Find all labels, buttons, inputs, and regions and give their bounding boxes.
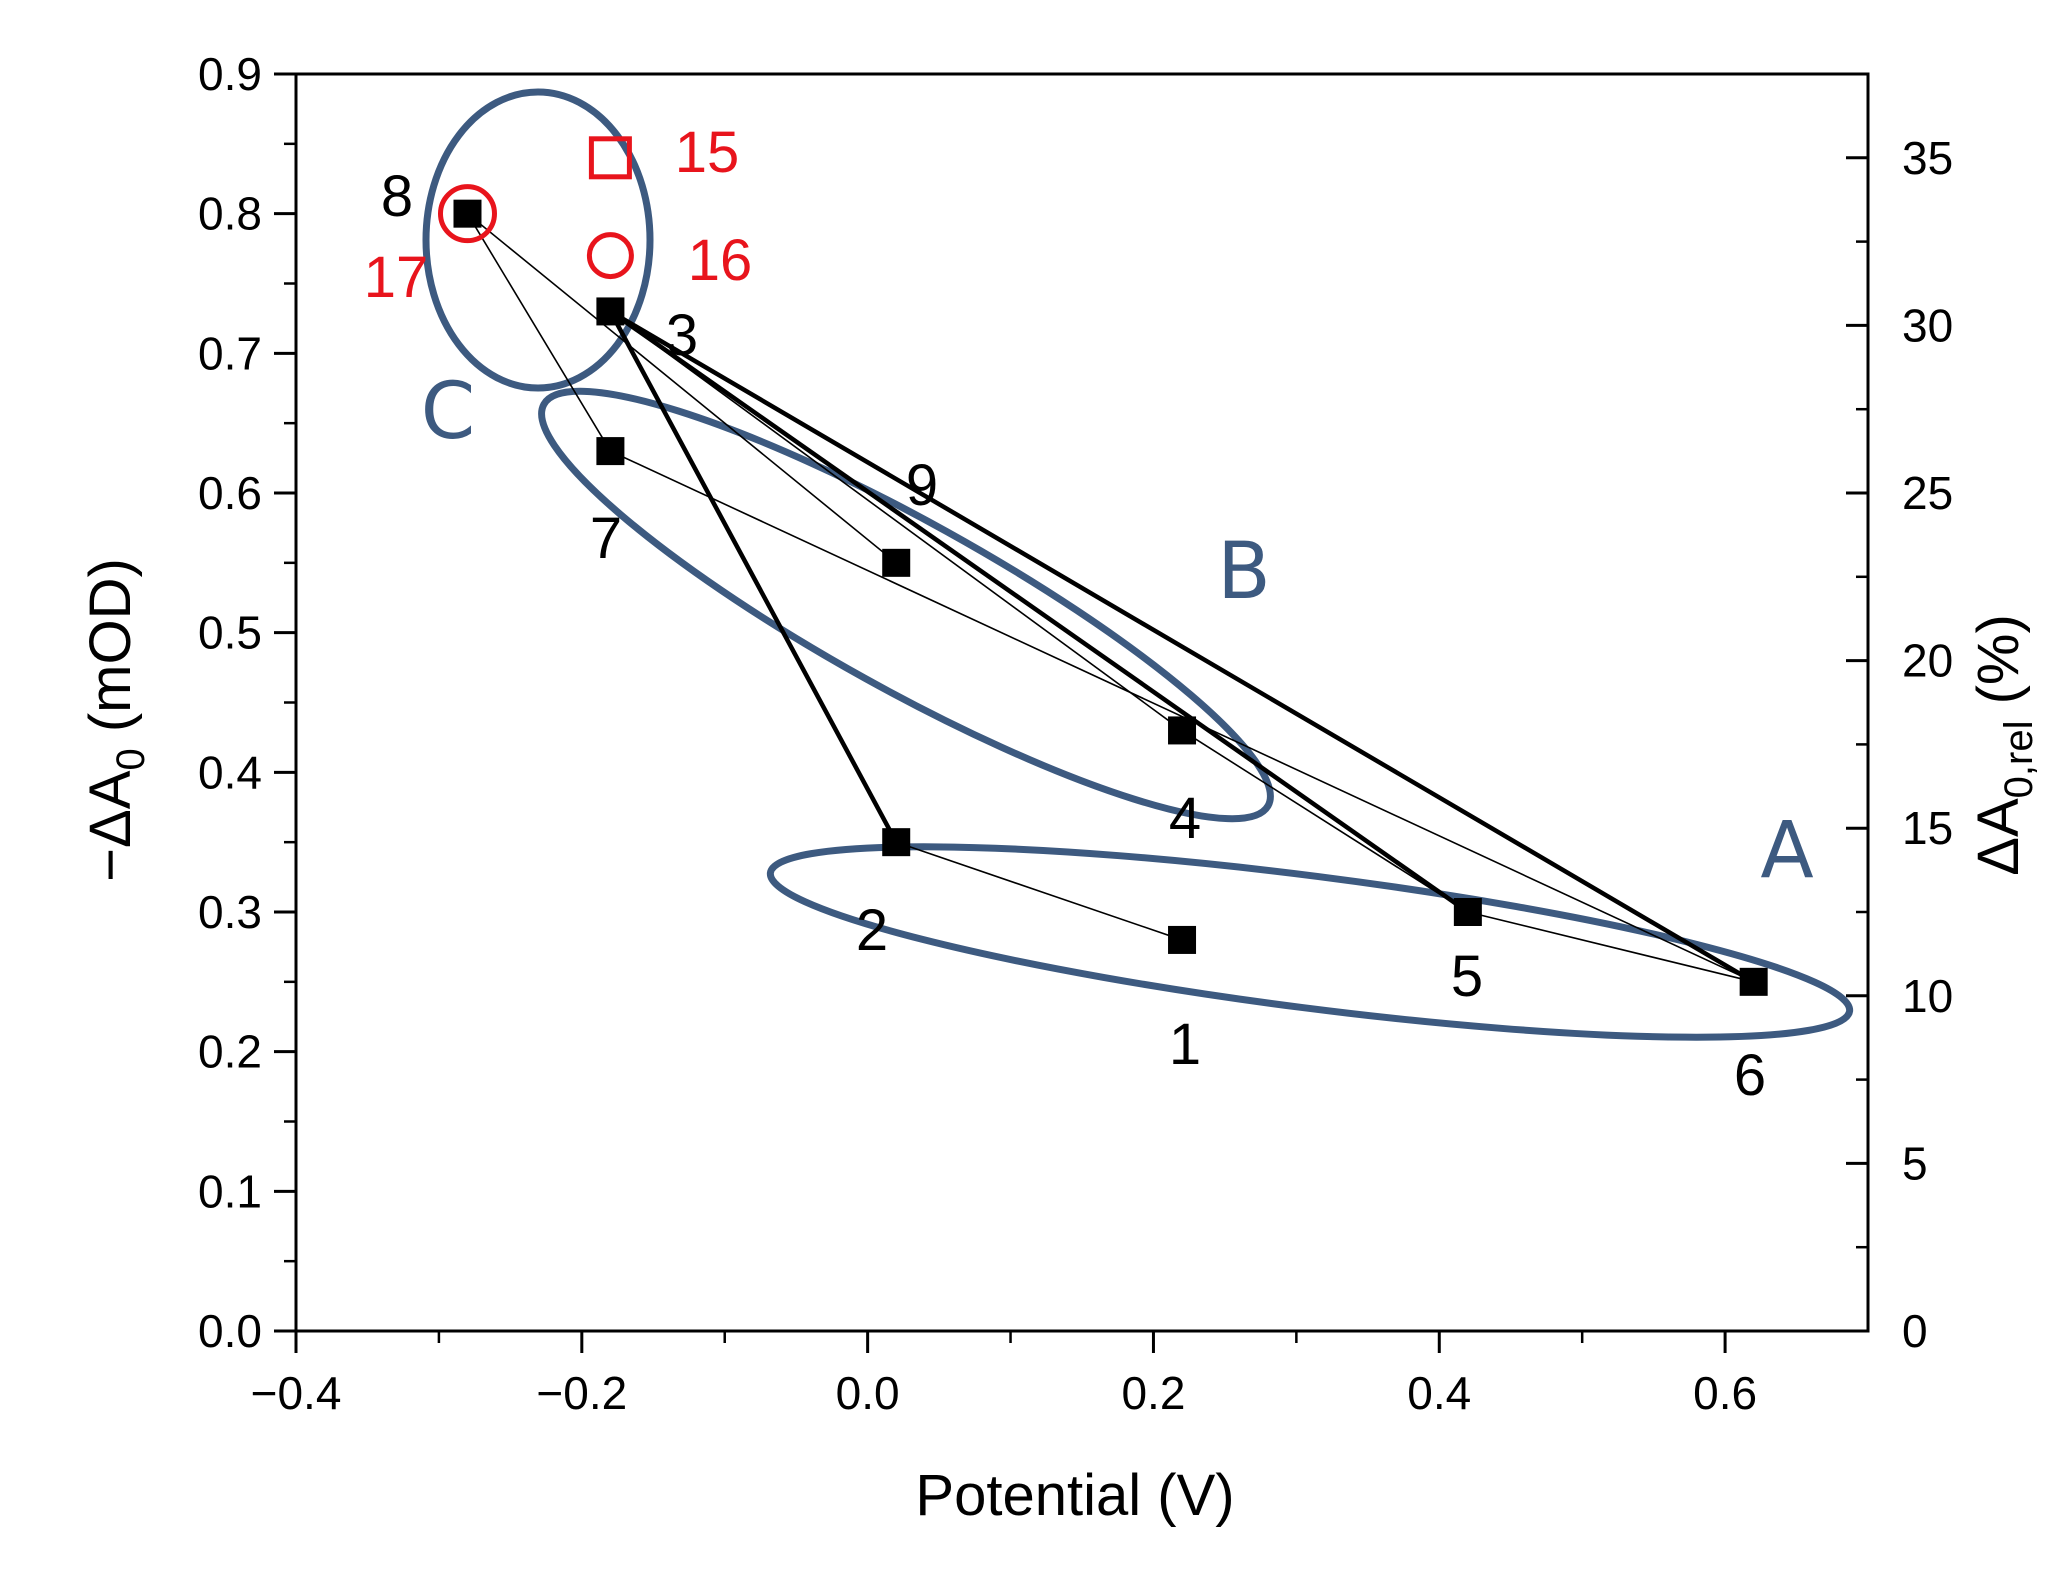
point-label-2: 2 (856, 898, 888, 963)
y-left-title-sub: 0 (109, 748, 153, 770)
data-point-8 (453, 199, 482, 228)
thick-connection-line (609, 309, 1470, 914)
connection-lines (466, 213, 1755, 984)
data-point-6 (1739, 967, 1768, 996)
point-labels: A B C 1 2 3 4 5 6 7 8 9 15 16 17 (364, 120, 1814, 1108)
x-tick-label: 0.6 (1693, 1367, 1757, 1419)
group-label-b: B (1217, 527, 1271, 617)
point-label-9: 9 (906, 453, 938, 518)
point-label-4: 4 (1169, 786, 1201, 851)
point-label-3: 3 (666, 303, 698, 368)
plot-frame (294, 72, 1870, 1333)
y-left-tick-label: 0.8 (198, 188, 262, 240)
data-point-16 (586, 232, 634, 280)
y-right-title-sub: 0,rel (1997, 721, 2041, 799)
y-left-tick-label: 0.2 (198, 1026, 262, 1078)
y-right-title-suffix: (%) (1966, 614, 2031, 720)
group-ellipse-b (538, 387, 1274, 823)
thin-connection-line (1181, 729, 1469, 913)
group-ellipses (422, 88, 1854, 1041)
y-left-title-prefix: −ΔA (78, 770, 143, 882)
point-label-7: 7 (590, 506, 622, 571)
thick-connection-line (609, 309, 1755, 984)
y-left-title-suffix: (mOD) (78, 558, 143, 748)
x-tick-label: 0.4 (1407, 1367, 1471, 1419)
group-label-a: A (1760, 806, 1813, 896)
y-left-tick-label: 0.6 (198, 467, 262, 519)
y-left-tick-label: 0.7 (198, 327, 262, 379)
x-tick-label: 0.0 (836, 1367, 900, 1419)
point-label-1: 1 (1169, 1012, 1201, 1077)
group-label-c: C (421, 367, 475, 457)
y-left-tick-label: 0.3 (198, 886, 262, 938)
y-left-tick-label: 0.1 (198, 1165, 262, 1217)
x-tick-label: 0.2 (1121, 1367, 1185, 1419)
point-label-8: 8 (381, 164, 413, 229)
x-tick-label: −0.4 (251, 1367, 342, 1419)
thin-connection-line (609, 310, 1183, 732)
group-ellipse-c (422, 88, 654, 392)
y-axis-left-title: −ΔA0 (mOD) (78, 558, 153, 882)
data-point-15 (588, 136, 632, 180)
data-point-1 (1168, 925, 1197, 954)
thick-connection-line (608, 310, 899, 844)
x-axis-title: Potential (V) (915, 1463, 1234, 1528)
y-axis-right-title: ΔA0,rel (%) (1966, 614, 2041, 876)
y-right-tick-label: 20 (1902, 635, 1953, 687)
point-label-15: 15 (675, 120, 740, 185)
data-points (437, 136, 1768, 996)
y-right-tick-label: 0 (1902, 1305, 1928, 1357)
data-point-2 (882, 828, 911, 857)
data-point-17 (437, 184, 497, 244)
thin-connection-line (1467, 911, 1754, 983)
y-right-title-prefix: ΔA (1966, 798, 2031, 876)
y-right-tick-label: 25 (1902, 467, 1953, 519)
x-tick-label: −0.2 (536, 1367, 627, 1419)
thin-connection-line (466, 213, 897, 564)
point-label-6: 6 (1734, 1043, 1766, 1108)
y-right-tick-label: 30 (1902, 299, 1953, 351)
y-left-tick-label: 0.4 (198, 746, 262, 798)
point-label-5: 5 (1451, 944, 1483, 1009)
axes: −0.4 −0.2 0.0 0.2 0.4 0.6 0.0 0.1 0.2 0.3 0.4 0.5 0.… (198, 48, 1953, 1419)
data-point-4 (1168, 716, 1197, 745)
point-label-17: 17 (364, 245, 429, 310)
y-right-tick-label: 5 (1902, 1137, 1928, 1189)
point-label-16: 16 (688, 228, 753, 293)
y-left-tick-label: 0.5 (198, 607, 262, 659)
y-left-tick-label: 0.9 (198, 48, 262, 100)
data-point-7 (596, 437, 625, 466)
thin-connection-line (466, 213, 612, 452)
data-point-9 (882, 548, 911, 577)
thin-connection-line (895, 841, 1183, 941)
group-ellipse-a (766, 843, 1854, 1041)
y-right-tick-label: 10 (1902, 970, 1953, 1022)
data-point-5 (1453, 898, 1482, 926)
y-right-tick-label: 35 (1902, 132, 1953, 184)
data-point-3 (596, 297, 625, 326)
y-left-tick-label: 0.0 (198, 1305, 262, 1357)
y-right-tick-label: 15 (1902, 802, 1953, 854)
